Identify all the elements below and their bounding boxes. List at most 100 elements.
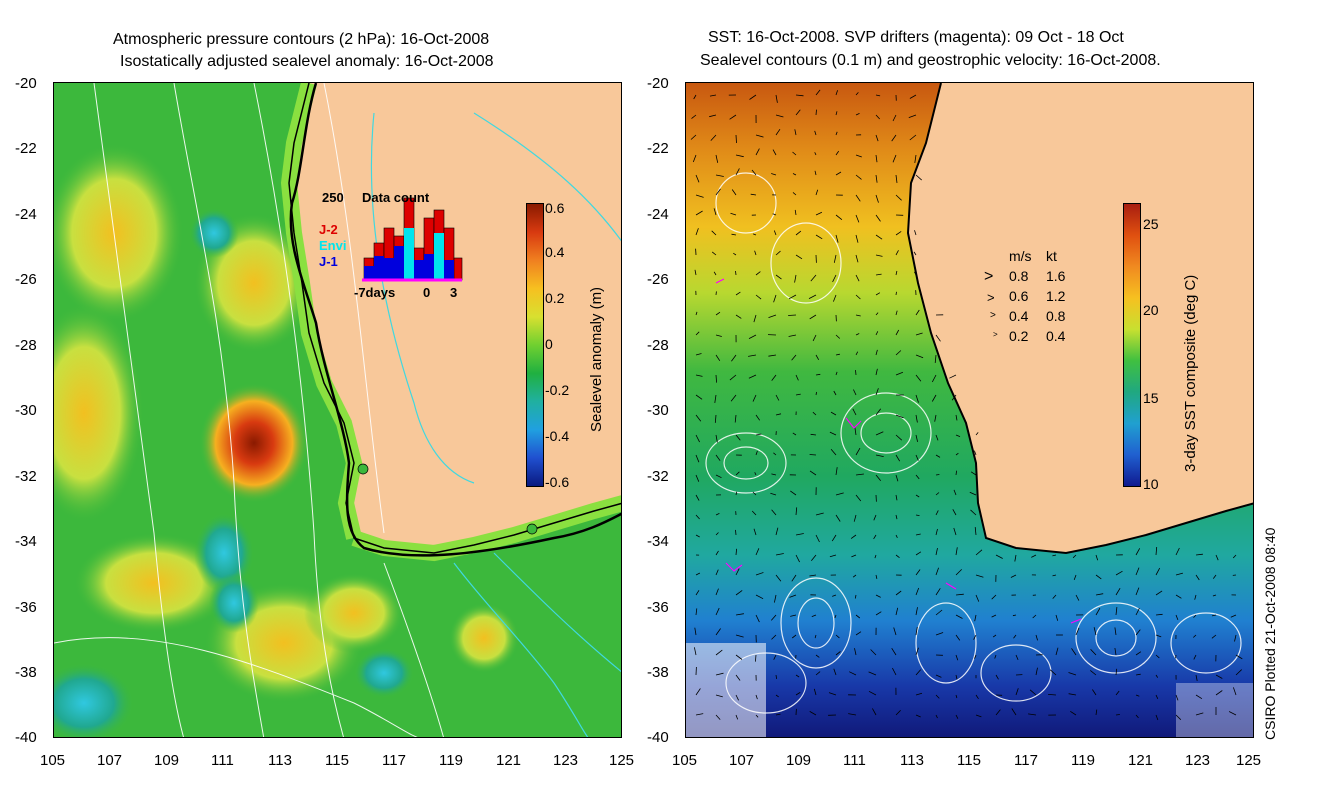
left-cbar-tick-6: -0.6 xyxy=(545,474,570,490)
velocity-arrow xyxy=(1195,574,1200,581)
velocity-arrow xyxy=(791,634,797,639)
right-lon-tick: 119 xyxy=(1071,752,1095,769)
velocity-arrow xyxy=(695,194,704,198)
inset-x-right: 3 xyxy=(450,285,458,300)
velocity-arrow xyxy=(855,274,860,282)
velocity-arrow xyxy=(773,452,777,456)
velocity-arrow xyxy=(1090,649,1097,656)
velocity-arrow xyxy=(735,674,741,681)
legend-arrow-06-icon: > xyxy=(987,290,995,305)
velocity-arrow xyxy=(773,230,777,236)
velocity-arrow xyxy=(855,333,860,336)
velocity-arrow xyxy=(895,710,901,716)
velocity-arrow xyxy=(795,393,801,396)
velocity-arrow xyxy=(975,549,983,556)
left-lon-tick: 125 xyxy=(609,752,635,769)
velocity-arrow xyxy=(789,594,797,598)
velocity-arrow xyxy=(772,213,777,216)
velocity-arrow xyxy=(1012,614,1017,617)
velocity-arrow xyxy=(855,194,861,202)
velocity-arrow xyxy=(735,568,740,576)
velocity-arrow xyxy=(1115,570,1123,576)
velocity-arrow xyxy=(935,609,943,616)
velocity-arrow xyxy=(1049,669,1057,676)
velocity-arrow xyxy=(1175,572,1184,576)
velocity-arrow xyxy=(895,291,897,296)
velocity-arrow xyxy=(915,354,924,359)
velocity-arrow xyxy=(755,414,761,421)
velocity-arrow xyxy=(868,690,877,696)
velocity-arrow xyxy=(955,654,959,661)
velocity-arrow xyxy=(914,230,917,236)
velocity-arrow xyxy=(695,311,698,316)
velocity-arrow xyxy=(755,548,760,556)
velocity-arrow xyxy=(1014,554,1017,562)
right-lat-tick: -26 xyxy=(647,271,669,288)
velocity-arrow xyxy=(695,434,700,443)
pressure-contours xyxy=(54,83,444,737)
velocity-arrow xyxy=(875,174,878,183)
velocity-arrow xyxy=(833,294,837,302)
velocity-arrow xyxy=(715,649,723,656)
velocity-arrow xyxy=(852,574,857,578)
velocity-arrow xyxy=(875,273,882,276)
velocity-arrow xyxy=(875,474,882,482)
velocity-arrow xyxy=(951,394,957,401)
velocity-arrow xyxy=(1093,627,1097,636)
velocity-arrow xyxy=(795,254,803,260)
velocity-arrow xyxy=(755,654,757,662)
velocity-arrow xyxy=(735,613,744,616)
velocity-arrow xyxy=(1135,608,1140,616)
velocity-arrow xyxy=(1075,594,1080,601)
velocity-arrow xyxy=(753,528,757,536)
velocity-arrow xyxy=(795,507,798,516)
velocity-arrow xyxy=(955,414,958,421)
velocity-arrow xyxy=(895,231,902,236)
velocity-arrow xyxy=(795,674,800,678)
velocity-arrow xyxy=(775,713,781,716)
velocity-arrow xyxy=(735,168,740,176)
velocity-arrow xyxy=(873,514,877,521)
left-cbar-tick-1: 0.4 xyxy=(545,244,565,260)
velocity-arrow xyxy=(775,553,784,556)
velocity-arrow xyxy=(892,114,897,122)
velocity-arrow xyxy=(852,408,857,416)
velocity-arrow xyxy=(752,394,757,402)
velocity-arrow xyxy=(691,114,697,119)
velocity-arrow xyxy=(1235,654,1243,660)
right-lat-tick: -34 xyxy=(647,533,669,550)
velocity-arrow xyxy=(855,494,862,502)
velocity-arrow xyxy=(775,527,779,536)
velocity-arrow xyxy=(813,688,817,696)
velocity-arrow xyxy=(735,291,741,296)
velocity-arrow xyxy=(794,209,797,216)
velocity-arrow xyxy=(710,134,717,141)
velocity-arrow xyxy=(1234,634,1237,642)
velocity-arrow xyxy=(713,271,717,276)
velocity-arrow xyxy=(875,154,878,163)
velocity-arrow xyxy=(835,111,838,116)
left-cbar-title: Sealevel anomaly (m) xyxy=(588,286,605,432)
velocity-arrow xyxy=(835,334,841,339)
velocity-arrow xyxy=(715,550,719,556)
velocity-arrow xyxy=(875,331,879,336)
velocity-arrow xyxy=(1175,614,1179,621)
right-lon-tick: 125 xyxy=(1236,752,1262,769)
velocity-arrow xyxy=(915,514,920,516)
velocity-arrow xyxy=(1052,574,1057,577)
velocity-arrow xyxy=(935,567,939,576)
velocity-arrow xyxy=(695,210,703,216)
velocity-arrow xyxy=(1095,554,1099,561)
right-lat-tick: -22 xyxy=(647,140,669,157)
velocity-arrow xyxy=(754,250,757,256)
velocity-arrow xyxy=(875,254,883,257)
velocity-arrow xyxy=(1055,647,1059,656)
velocity-arrow xyxy=(715,628,721,636)
velocity-arrow xyxy=(715,434,718,443)
right-lon-tick: 121 xyxy=(1128,752,1154,769)
velocity-arrow xyxy=(895,250,899,256)
velocity-arrow xyxy=(970,509,977,516)
velocity-arrow xyxy=(715,174,724,177)
legend-ms-3: 0.2 xyxy=(1009,328,1029,344)
sealevel-contours xyxy=(705,172,1242,714)
